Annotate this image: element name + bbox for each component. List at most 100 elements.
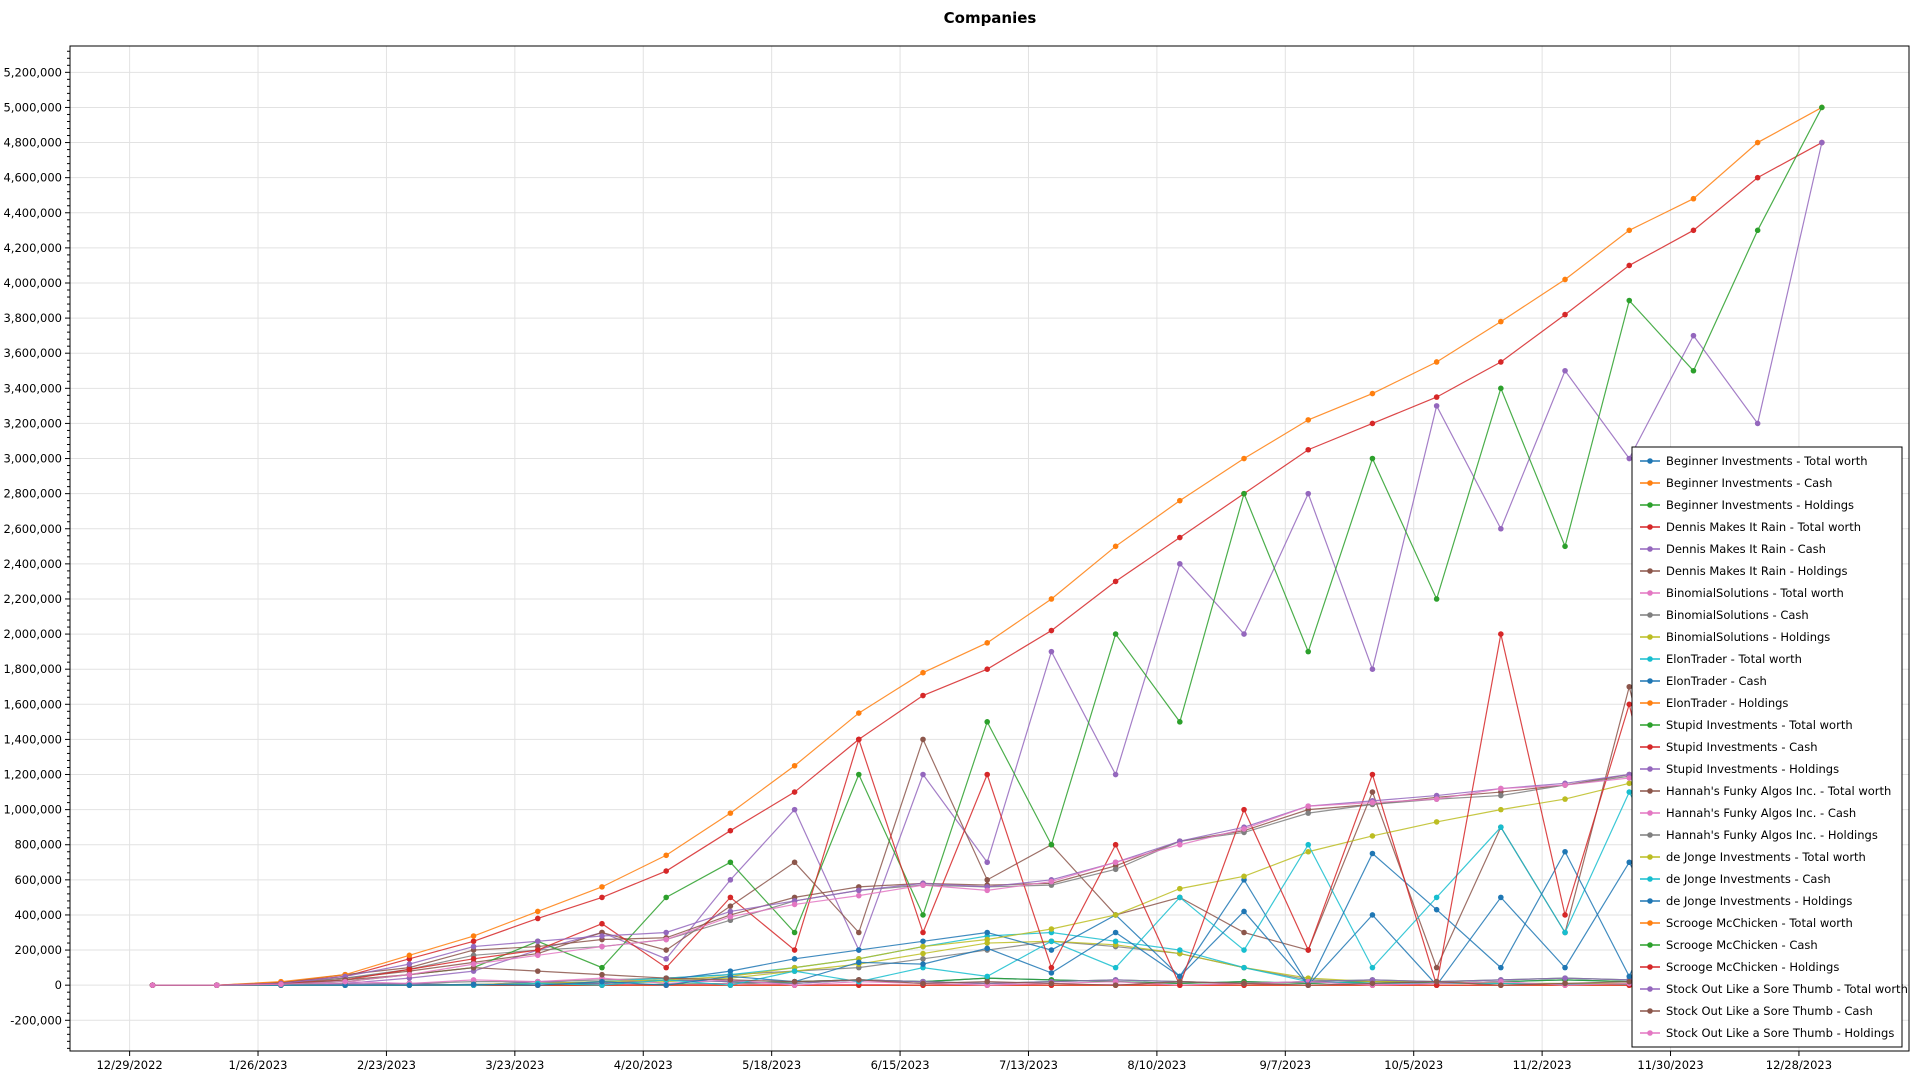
data-point	[1626, 789, 1633, 795]
legend-marker	[1647, 568, 1653, 574]
data-point	[406, 982, 413, 988]
data-point	[1369, 666, 1376, 672]
data-point	[920, 961, 926, 967]
legend-item: Hannah's Funky Algos Inc. - Holdings	[1640, 828, 1878, 842]
legend-label: de Jonge Investments - Holdings	[1666, 894, 1852, 908]
data-point	[342, 978, 348, 985]
data-point	[1498, 318, 1504, 325]
data-point	[1112, 859, 1119, 866]
y-tick-label: 2,000,000	[3, 627, 62, 641]
data-point	[663, 929, 669, 936]
data-point	[599, 933, 605, 939]
data-point	[1433, 796, 1440, 802]
data-point	[1626, 262, 1633, 269]
legend-box	[1631, 446, 1903, 1048]
data-point	[791, 929, 798, 936]
legend-marker	[1647, 920, 1653, 926]
x-tick-label: 12/28/2023	[1766, 1058, 1832, 1072]
data-point	[470, 961, 477, 967]
data-point	[920, 912, 926, 918]
y-tick-label: 400,000	[14, 908, 62, 922]
y-tick-label: 4,600,000	[3, 171, 62, 185]
data-point	[1498, 806, 1504, 813]
legend-label: Stupid Investments - Holdings	[1666, 762, 1839, 776]
data-point	[1369, 964, 1376, 971]
data-point	[1112, 982, 1119, 988]
legend-item: de Jonge Investments - Cash	[1640, 872, 1831, 886]
y-tick-label: 2,200,000	[3, 592, 62, 606]
y-tick-label: 4,400,000	[3, 206, 62, 220]
data-point	[406, 961, 413, 967]
legend-item: Stock Out Like a Sore Thumb - Cash	[1640, 1004, 1873, 1018]
data-point	[1626, 297, 1633, 304]
legend-item: de Jonge Investments - Total worth	[1640, 850, 1866, 864]
data-point	[1562, 980, 1568, 987]
legend-item: Stupid Investments - Total worth	[1640, 718, 1853, 732]
legend-item: Dennis Makes It Rain - Holdings	[1640, 564, 1848, 578]
data-point	[213, 982, 220, 988]
legend-label: Scrooge McChicken - Cash	[1666, 938, 1818, 952]
x-tick-label: 5/18/2023	[742, 1058, 801, 1072]
legend-item: ElonTrader - Cash	[1640, 674, 1767, 688]
data-point	[1498, 824, 1504, 830]
data-point	[599, 920, 605, 927]
y-tick-label: 0	[55, 978, 62, 992]
legend-label: Hannah's Funky Algos Inc. - Holdings	[1666, 828, 1878, 842]
data-point	[1626, 780, 1633, 787]
data-point	[855, 977, 862, 983]
legend-item: Scrooge McChicken - Total worth	[1640, 916, 1853, 930]
legend-label: Dennis Makes It Rain - Cash	[1666, 542, 1826, 556]
legend-marker	[1647, 502, 1653, 508]
data-point	[1241, 947, 1247, 953]
data-point	[1754, 227, 1761, 234]
data-point	[1177, 497, 1183, 504]
legend-marker	[1647, 612, 1653, 618]
data-point	[920, 929, 926, 936]
data-point	[984, 929, 991, 936]
data-point	[1305, 446, 1312, 453]
data-point	[1241, 490, 1247, 497]
data-point	[727, 827, 734, 834]
data-point	[1626, 701, 1633, 708]
y-tick-label: 3,600,000	[3, 346, 62, 360]
legend-marker	[1647, 942, 1653, 948]
data-point	[1498, 785, 1504, 792]
data-point	[1241, 806, 1247, 813]
y-tick-label: 1,200,000	[3, 768, 62, 782]
data-point	[1241, 631, 1247, 637]
chart-title: Companies	[944, 9, 1037, 27]
legend-marker	[1647, 788, 1653, 794]
data-point	[406, 966, 413, 973]
legend-marker	[1647, 964, 1653, 970]
legend-item: Beginner Investments - Holdings	[1640, 498, 1854, 512]
y-tick-label: 3,800,000	[3, 311, 62, 325]
data-point	[1305, 848, 1312, 855]
data-point	[1305, 417, 1312, 423]
legend-label: Stock Out Like a Sore Thumb - Holdings	[1666, 1026, 1894, 1040]
data-point	[791, 978, 798, 985]
y-tick-label: 4,200,000	[3, 241, 62, 255]
data-point	[920, 692, 926, 699]
data-point	[1562, 848, 1568, 855]
legend-item: de Jonge Investments - Holdings	[1640, 894, 1852, 908]
data-point	[1241, 826, 1247, 832]
data-point	[1048, 627, 1055, 634]
data-point	[1626, 973, 1633, 980]
legend-marker	[1647, 480, 1653, 486]
data-point	[984, 887, 991, 894]
data-point	[1562, 543, 1568, 550]
data-point	[1626, 775, 1633, 781]
data-point	[1112, 543, 1119, 550]
data-point	[663, 964, 669, 971]
data-point	[1112, 631, 1119, 637]
data-point	[1754, 174, 1761, 181]
data-point	[984, 978, 991, 985]
legend-label: Beginner Investments - Holdings	[1666, 498, 1854, 512]
data-point	[1305, 947, 1312, 953]
data-point	[1626, 859, 1633, 866]
data-point	[1048, 648, 1055, 655]
legend-label: Hannah's Funky Algos Inc. - Cash	[1666, 806, 1856, 820]
data-point	[1498, 631, 1504, 637]
data-point	[663, 852, 669, 859]
y-tick-label: 1,600,000	[3, 697, 62, 711]
